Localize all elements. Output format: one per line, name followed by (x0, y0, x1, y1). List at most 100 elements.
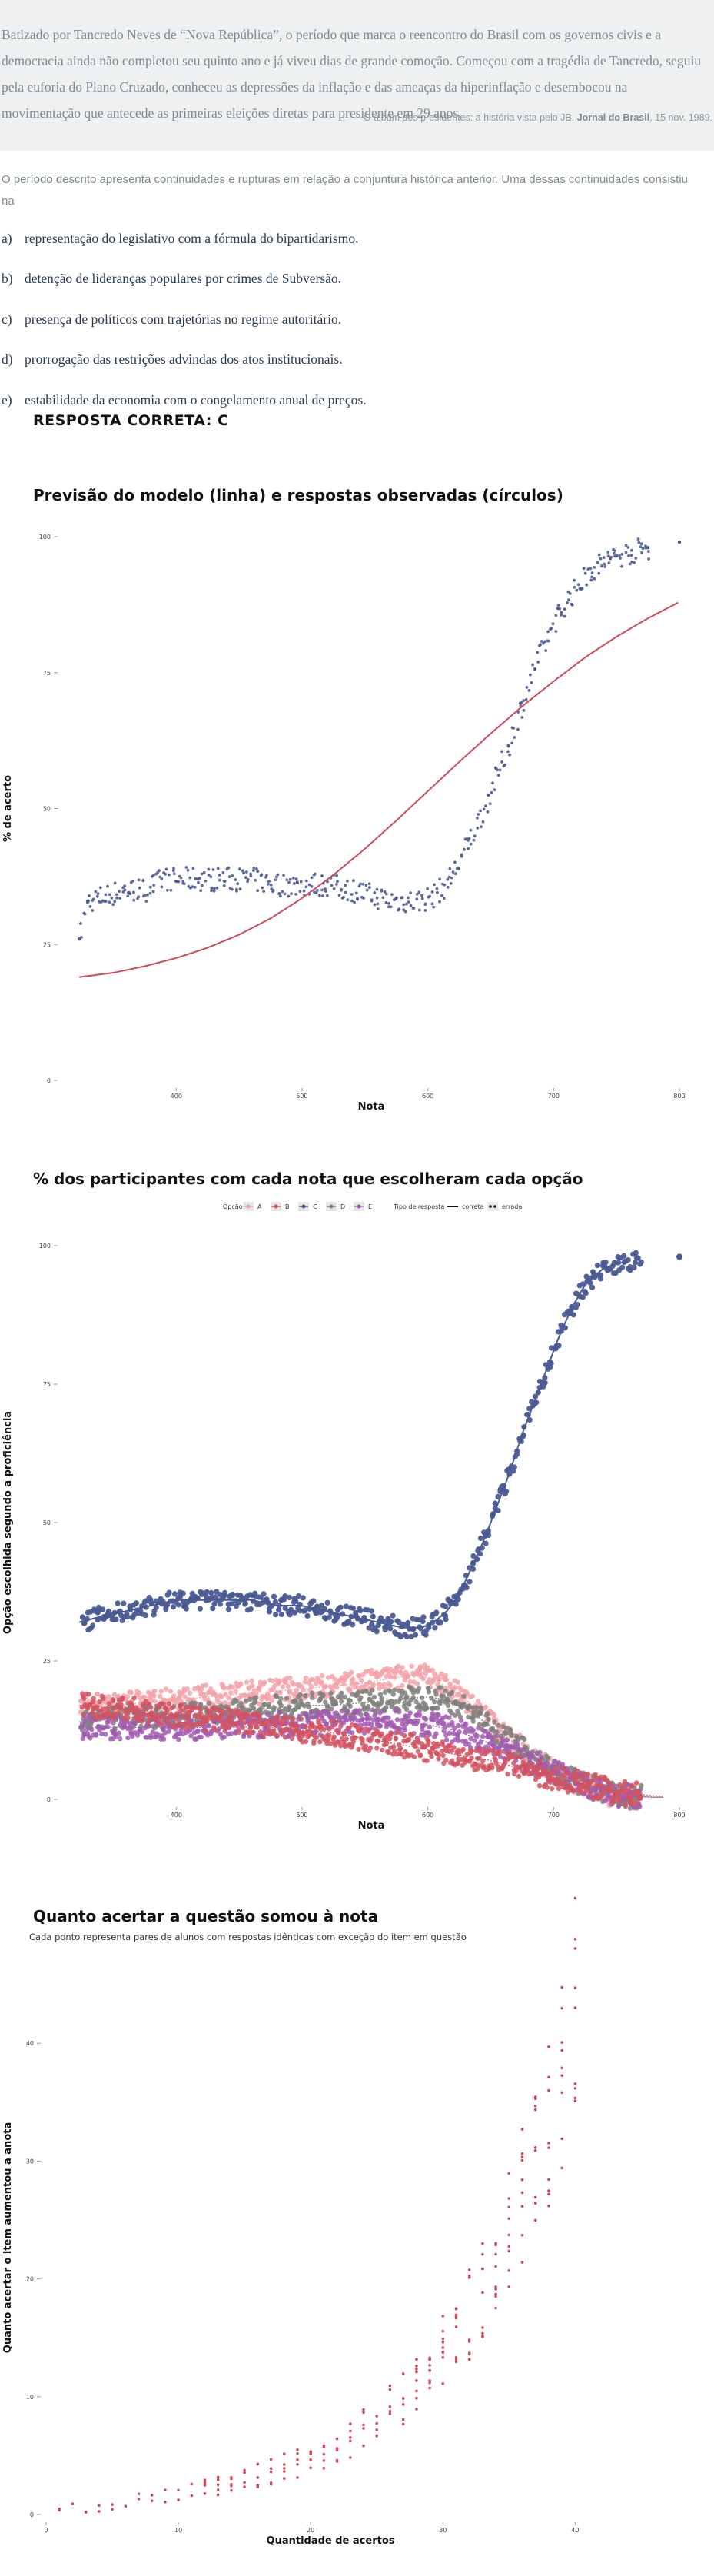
observed-point (627, 554, 630, 557)
observed-point (98, 886, 102, 890)
gain-point (269, 2481, 273, 2484)
option-B-point (141, 1706, 148, 1712)
gain-point (322, 2466, 326, 2470)
option-a[interactable]: a) representação do legislativo com a fór… (2, 231, 359, 246)
option-B-point (477, 1746, 483, 1752)
option-E-point (480, 1733, 486, 1739)
option-E-point (441, 1728, 447, 1734)
observed-point (365, 888, 369, 892)
observed-point (498, 768, 502, 772)
option-E-point (161, 1736, 167, 1742)
observed-point (207, 873, 211, 877)
option-E-point (176, 1736, 181, 1742)
gain-point (573, 2087, 577, 2090)
option-D-point (420, 1695, 425, 1701)
observed-point (446, 877, 450, 881)
option-C-point (302, 1608, 308, 1614)
option-B-point (617, 1797, 623, 1802)
option-A-point (289, 1680, 295, 1686)
y-tick-label: 30 (26, 2158, 34, 2165)
gain-point (428, 2386, 431, 2390)
chart1-title: Previsão do modelo (linha) e respostas o… (33, 486, 563, 504)
observed-point (551, 622, 555, 626)
observed-point (613, 549, 617, 552)
option-C-point (503, 1488, 510, 1494)
gain-point (481, 2242, 484, 2245)
option-A-point (277, 1679, 282, 1684)
observed-point (285, 878, 289, 882)
option-c[interactable]: c) presença de políticos com trajetórias … (2, 311, 342, 327)
option-E-point (552, 1759, 558, 1764)
option-D-point (387, 1689, 393, 1694)
option-B-point (460, 1746, 466, 1752)
option-B-point (97, 1699, 102, 1705)
gain-point (533, 2202, 537, 2205)
option-C-point (311, 1598, 317, 1604)
option-A-point (303, 1675, 309, 1681)
option-C-point (344, 1603, 350, 1609)
option-B-point (391, 1744, 397, 1749)
observed-point (582, 567, 586, 571)
option-B-point (634, 1780, 639, 1786)
option-d[interactable]: d) prorrogação das restrições advindas do… (2, 351, 343, 367)
option-D-point (377, 1692, 384, 1697)
gain-point (507, 2197, 511, 2200)
observed-point (467, 847, 470, 850)
observed-point (88, 894, 91, 897)
observed-point (563, 607, 566, 611)
option-E-point (436, 1720, 441, 1726)
option-D-point (284, 1696, 290, 1701)
observed-point (510, 741, 513, 745)
option-D-point (192, 1700, 198, 1706)
option-E-point (113, 1734, 119, 1739)
option-B-point (311, 1740, 317, 1746)
option-b[interactable]: b) detenção de lideranças populares por c… (2, 271, 342, 286)
option-E-point (188, 1733, 194, 1739)
option-C-point (271, 1593, 277, 1599)
option-E-point (194, 1729, 201, 1735)
observed-point (281, 890, 284, 894)
option-D-point (402, 1690, 408, 1696)
option-D-point (426, 1686, 431, 1691)
observed-point (533, 667, 536, 671)
observed-point (141, 894, 145, 898)
gain-point (296, 2476, 299, 2479)
option-A-point (420, 1676, 426, 1682)
observed-point (199, 889, 203, 893)
gain-point (441, 2337, 445, 2341)
observed-point (148, 885, 152, 889)
observed-point (320, 894, 324, 897)
observed-point (390, 893, 394, 897)
option-e[interactable]: e) estabilidade da economia com o congela… (2, 392, 367, 408)
option-E-point (376, 1716, 381, 1722)
option-C-point (511, 1464, 517, 1470)
option-E-point (421, 1722, 427, 1728)
y-tick-label: 0 (47, 1077, 51, 1084)
y-tick-label: 25 (43, 1658, 51, 1665)
option-C-point (121, 1600, 127, 1606)
option-C-point (432, 1625, 438, 1631)
option-D-point (294, 1700, 299, 1706)
option-A-point (264, 1696, 270, 1702)
option-A-point (230, 1684, 235, 1690)
option-E-point (84, 1726, 90, 1732)
option-B-point (345, 1726, 350, 1731)
gain-point (137, 2492, 141, 2495)
gain-point (547, 2075, 550, 2079)
observed-point (376, 907, 380, 910)
option-D-point (206, 1700, 212, 1706)
option-A-point (285, 1683, 291, 1689)
observed-point (337, 894, 341, 897)
option-B-point (629, 1783, 635, 1789)
observed-point (599, 557, 603, 561)
option-E-point (530, 1753, 536, 1759)
option-C-point (350, 1622, 356, 1628)
option-E-line (79, 1721, 663, 1799)
y-axis-label: % de acerto (2, 775, 14, 842)
x-tick-label: 0 (44, 2527, 48, 2534)
option-B-point (294, 1723, 300, 1729)
option-A-point (269, 1678, 275, 1684)
gain-point (533, 2218, 537, 2222)
option-B-point (354, 1723, 360, 1729)
observed-point (274, 878, 277, 882)
